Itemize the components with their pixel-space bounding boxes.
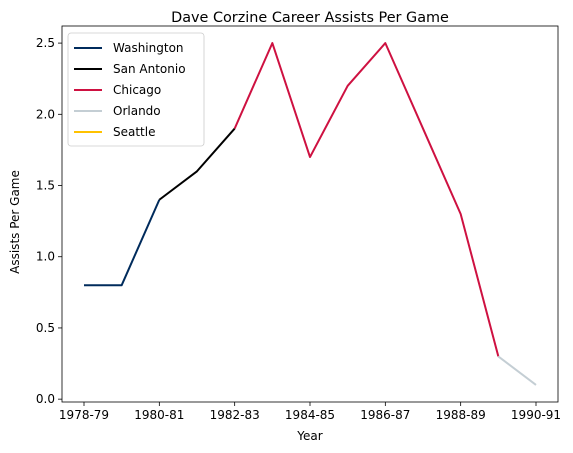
- series-line-orlando: [497, 355, 537, 386]
- series-line-san-antonio: [158, 127, 236, 201]
- x-tick-label: 1990-91: [511, 408, 561, 422]
- legend-label: San Antonio: [113, 62, 186, 76]
- y-tick-label: 1.0: [36, 250, 55, 264]
- y-tick-label: 2.0: [36, 107, 55, 121]
- x-tick-label: 1986-87: [360, 408, 410, 422]
- y-axis-label: Assists Per Game: [8, 170, 22, 274]
- legend-label: Chicago: [113, 83, 161, 97]
- legend-label: Washington: [113, 41, 184, 55]
- axis-ticks: 1978-79 1980-81 1982-83 1984-85 1986-87 1988-…: [36, 36, 561, 422]
- series-lines: [84, 42, 537, 386]
- legend-label: Seattle: [113, 125, 155, 139]
- chart-title: Dave Corzine Career Assists Per Game: [171, 10, 449, 26]
- y-tick-label: 1.5: [36, 179, 55, 193]
- x-tick-label: 1978-79: [59, 408, 109, 422]
- legend-box: [67, 32, 205, 147]
- legend: Washington San Antonio Chicago Orlando Seatt…: [67, 32, 205, 147]
- x-tick-label: 1988-89: [436, 408, 486, 422]
- y-tick-label: 0.0: [36, 392, 55, 406]
- y-tick-label: 2.5: [36, 36, 55, 50]
- legend-label: Orlando: [113, 104, 161, 118]
- series-line-chicago: [233, 42, 500, 357]
- x-tick-label: 1982-83: [210, 408, 260, 422]
- x-axis-label: Year: [296, 429, 322, 443]
- x-tick-label: 1980-81: [134, 408, 184, 422]
- x-tick-label: 1984-85: [285, 408, 335, 422]
- y-tick-label: 0.5: [36, 321, 55, 335]
- series-line-washington: [84, 199, 161, 287]
